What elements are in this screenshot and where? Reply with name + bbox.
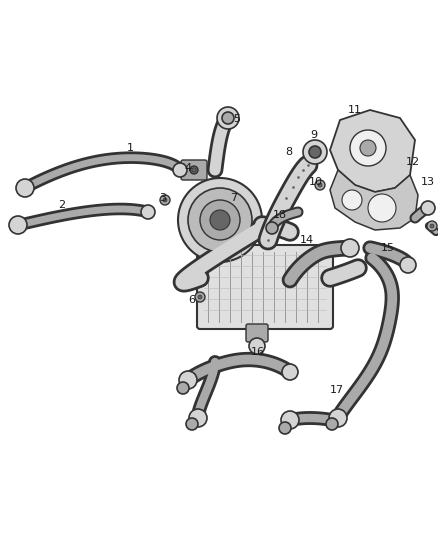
- Text: 8: 8: [286, 147, 293, 157]
- Text: 4: 4: [184, 163, 191, 173]
- Circle shape: [368, 194, 396, 222]
- Text: 15: 15: [381, 243, 395, 253]
- Circle shape: [210, 210, 230, 230]
- Text: 10: 10: [309, 177, 323, 187]
- Circle shape: [198, 295, 202, 299]
- Circle shape: [318, 183, 322, 187]
- Text: 12: 12: [406, 157, 420, 167]
- Circle shape: [188, 188, 252, 252]
- Text: 16: 16: [251, 347, 265, 357]
- Text: 11: 11: [348, 105, 362, 115]
- Circle shape: [249, 338, 265, 354]
- Circle shape: [177, 382, 189, 394]
- Circle shape: [342, 190, 362, 210]
- Circle shape: [9, 216, 27, 234]
- Circle shape: [350, 130, 386, 166]
- Text: 14: 14: [300, 235, 314, 245]
- Text: 2: 2: [58, 200, 66, 210]
- Polygon shape: [330, 170, 418, 230]
- Text: 1: 1: [127, 143, 134, 153]
- Circle shape: [427, 221, 437, 231]
- Circle shape: [16, 179, 34, 197]
- Circle shape: [315, 180, 325, 190]
- Circle shape: [326, 418, 338, 430]
- Circle shape: [217, 107, 239, 129]
- Circle shape: [309, 146, 321, 158]
- FancyBboxPatch shape: [181, 160, 207, 180]
- Circle shape: [173, 163, 187, 177]
- Circle shape: [189, 409, 207, 427]
- Text: 18: 18: [273, 210, 287, 220]
- Circle shape: [163, 198, 167, 202]
- Circle shape: [400, 257, 416, 273]
- FancyBboxPatch shape: [197, 245, 333, 329]
- Text: 13: 13: [421, 177, 435, 187]
- Text: 17: 17: [330, 385, 344, 395]
- Circle shape: [421, 201, 435, 215]
- Text: 9: 9: [311, 130, 318, 140]
- Circle shape: [200, 200, 240, 240]
- Circle shape: [190, 166, 198, 174]
- Circle shape: [266, 222, 278, 234]
- Circle shape: [303, 140, 327, 164]
- Circle shape: [341, 239, 359, 257]
- Circle shape: [141, 205, 155, 219]
- Circle shape: [178, 178, 262, 262]
- Circle shape: [222, 112, 234, 124]
- Text: 3: 3: [159, 193, 166, 203]
- Circle shape: [179, 371, 197, 389]
- Text: 7: 7: [230, 193, 237, 203]
- Circle shape: [192, 168, 196, 172]
- Circle shape: [186, 418, 198, 430]
- Circle shape: [430, 224, 434, 228]
- Circle shape: [360, 140, 376, 156]
- Polygon shape: [330, 110, 415, 192]
- Circle shape: [281, 411, 299, 429]
- FancyBboxPatch shape: [246, 324, 268, 342]
- Circle shape: [195, 292, 205, 302]
- Text: 6: 6: [188, 295, 195, 305]
- Circle shape: [160, 195, 170, 205]
- Circle shape: [282, 364, 298, 380]
- Circle shape: [329, 409, 347, 427]
- Text: 5: 5: [233, 114, 240, 124]
- Circle shape: [279, 422, 291, 434]
